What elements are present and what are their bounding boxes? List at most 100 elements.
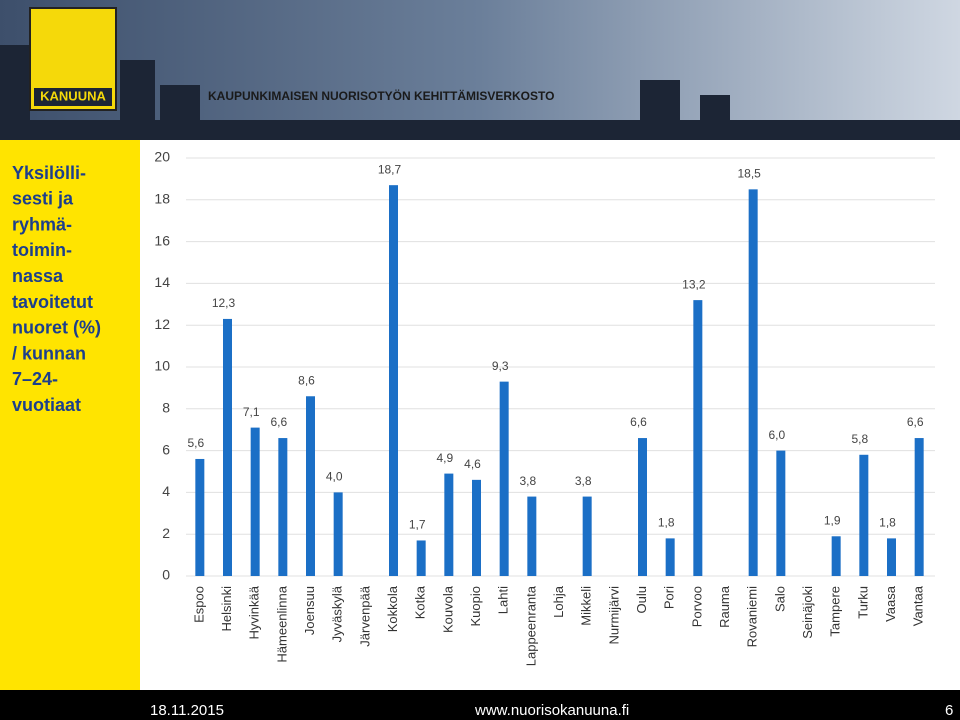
value-label: 6,0	[768, 428, 785, 442]
logo-text: KANUUNA	[40, 88, 106, 103]
y-tick-label: 6	[162, 441, 170, 457]
x-tick-label: Lahti	[496, 586, 511, 614]
value-label: 1,9	[824, 513, 841, 527]
bar	[499, 381, 509, 576]
x-tick-label: Lappeenranta	[523, 585, 538, 666]
logo-band	[34, 88, 112, 106]
x-tick-label: Rovaniemi	[745, 586, 760, 648]
x-tick-label: Kokkola	[385, 585, 400, 632]
x-tick-label: Kouvola	[440, 585, 455, 633]
chart-title: ryhmä-	[12, 214, 72, 234]
chart-title: Yksilölli-	[12, 163, 86, 183]
bar	[444, 473, 454, 576]
x-tick-label: Hyvinkää	[247, 585, 262, 639]
page-number: 6	[945, 702, 953, 719]
chart-title: tavoitetut	[12, 292, 93, 312]
bar	[527, 496, 537, 576]
bar	[472, 479, 481, 576]
value-label: 6,6	[630, 415, 647, 429]
y-tick-label: 16	[154, 232, 170, 248]
y-tick-label: 14	[154, 274, 170, 290]
bar	[278, 438, 288, 576]
bar	[693, 300, 703, 576]
bar	[748, 189, 758, 576]
chart-panel	[140, 140, 960, 690]
chart-title: nassa	[12, 266, 64, 286]
y-tick-label: 18	[154, 191, 170, 207]
x-tick-label: Vaasa	[883, 585, 898, 622]
bar	[831, 536, 841, 576]
chart-title: / kunnan	[12, 343, 86, 363]
chart-title: vuotiaat	[12, 395, 81, 415]
chart-title: 7–24-	[12, 369, 58, 389]
chart-title: nuoret (%)	[12, 318, 101, 338]
bar	[389, 185, 398, 577]
x-tick-label: Oulu	[634, 586, 649, 613]
x-tick-label: Turku	[855, 586, 870, 619]
y-tick-label: 4	[162, 483, 170, 499]
x-tick-label: Pori	[662, 586, 677, 609]
value-label: 6,6	[270, 415, 287, 429]
bar	[776, 450, 786, 576]
value-label: 3,8	[519, 474, 536, 488]
value-label: 12,3	[212, 296, 236, 310]
x-tick-label: Järvenpää	[357, 585, 372, 646]
x-tick-label: Joensuu	[302, 586, 317, 635]
value-label: 4,9	[436, 451, 453, 465]
x-tick-label: Lohja	[551, 585, 566, 618]
x-tick-label: Porvoo	[689, 586, 704, 627]
value-label: 5,6	[187, 436, 204, 450]
value-label: 7,1	[243, 405, 260, 419]
x-tick-label: Tampere	[828, 586, 843, 637]
x-tick-label: Kuopio	[468, 586, 483, 626]
y-tick-label: 2	[162, 525, 170, 541]
x-tick-label: Kotka	[413, 585, 428, 619]
bar	[333, 492, 343, 576]
chart-title: toimin-	[12, 240, 72, 260]
bar	[195, 458, 205, 576]
y-tick-label: 8	[162, 400, 170, 416]
value-label: 4,6	[464, 457, 481, 471]
bar	[250, 427, 260, 576]
x-tick-label: Vantaa	[911, 585, 926, 626]
bar	[223, 318, 232, 576]
title-panel	[0, 140, 140, 690]
x-tick-label: Mikkeli	[579, 586, 594, 626]
footer-date: 18.11.2015	[150, 702, 224, 719]
value-label: 9,3	[492, 359, 509, 373]
x-tick-label: Espoo	[191, 586, 206, 623]
x-tick-label: Rauma	[717, 585, 732, 628]
x-tick-label: Hämeenlinna	[274, 585, 289, 662]
bar	[638, 438, 647, 576]
bar	[859, 454, 869, 576]
bar	[582, 496, 592, 576]
y-tick-label: 0	[162, 567, 170, 583]
value-label: 1,8	[658, 516, 675, 530]
value-label: 1,8	[879, 516, 896, 530]
value-label: 5,8	[851, 432, 868, 446]
value-label: 13,2	[682, 277, 706, 291]
value-label: 4,0	[326, 470, 343, 484]
bar	[416, 540, 426, 576]
org-name: KAUPUNKIMAISEN NUORISOTYÖN KEHITTÄMISVER…	[208, 88, 554, 103]
x-tick-label: Seinäjoki	[800, 586, 815, 639]
x-tick-label: Jyväskylä	[330, 585, 345, 642]
chart-title: sesti ja	[12, 189, 74, 209]
x-tick-label: Helsinki	[219, 586, 234, 632]
x-tick-label: Nurmijärvi	[606, 586, 621, 645]
value-label: 18,7	[378, 162, 402, 176]
footer	[0, 690, 960, 720]
bar	[306, 396, 315, 576]
y-tick-label: 10	[154, 358, 170, 374]
city-silhouette	[0, 45, 960, 140]
value-label: 1,7	[409, 518, 426, 532]
y-tick-label: 20	[154, 149, 170, 165]
value-label: 6,6	[907, 415, 924, 429]
value-label: 18,5	[737, 167, 761, 181]
bar	[887, 538, 896, 576]
bar	[665, 538, 675, 576]
footer-url: www.nuorisokanuuna.fi	[474, 702, 629, 719]
value-label: 3,8	[575, 474, 592, 488]
